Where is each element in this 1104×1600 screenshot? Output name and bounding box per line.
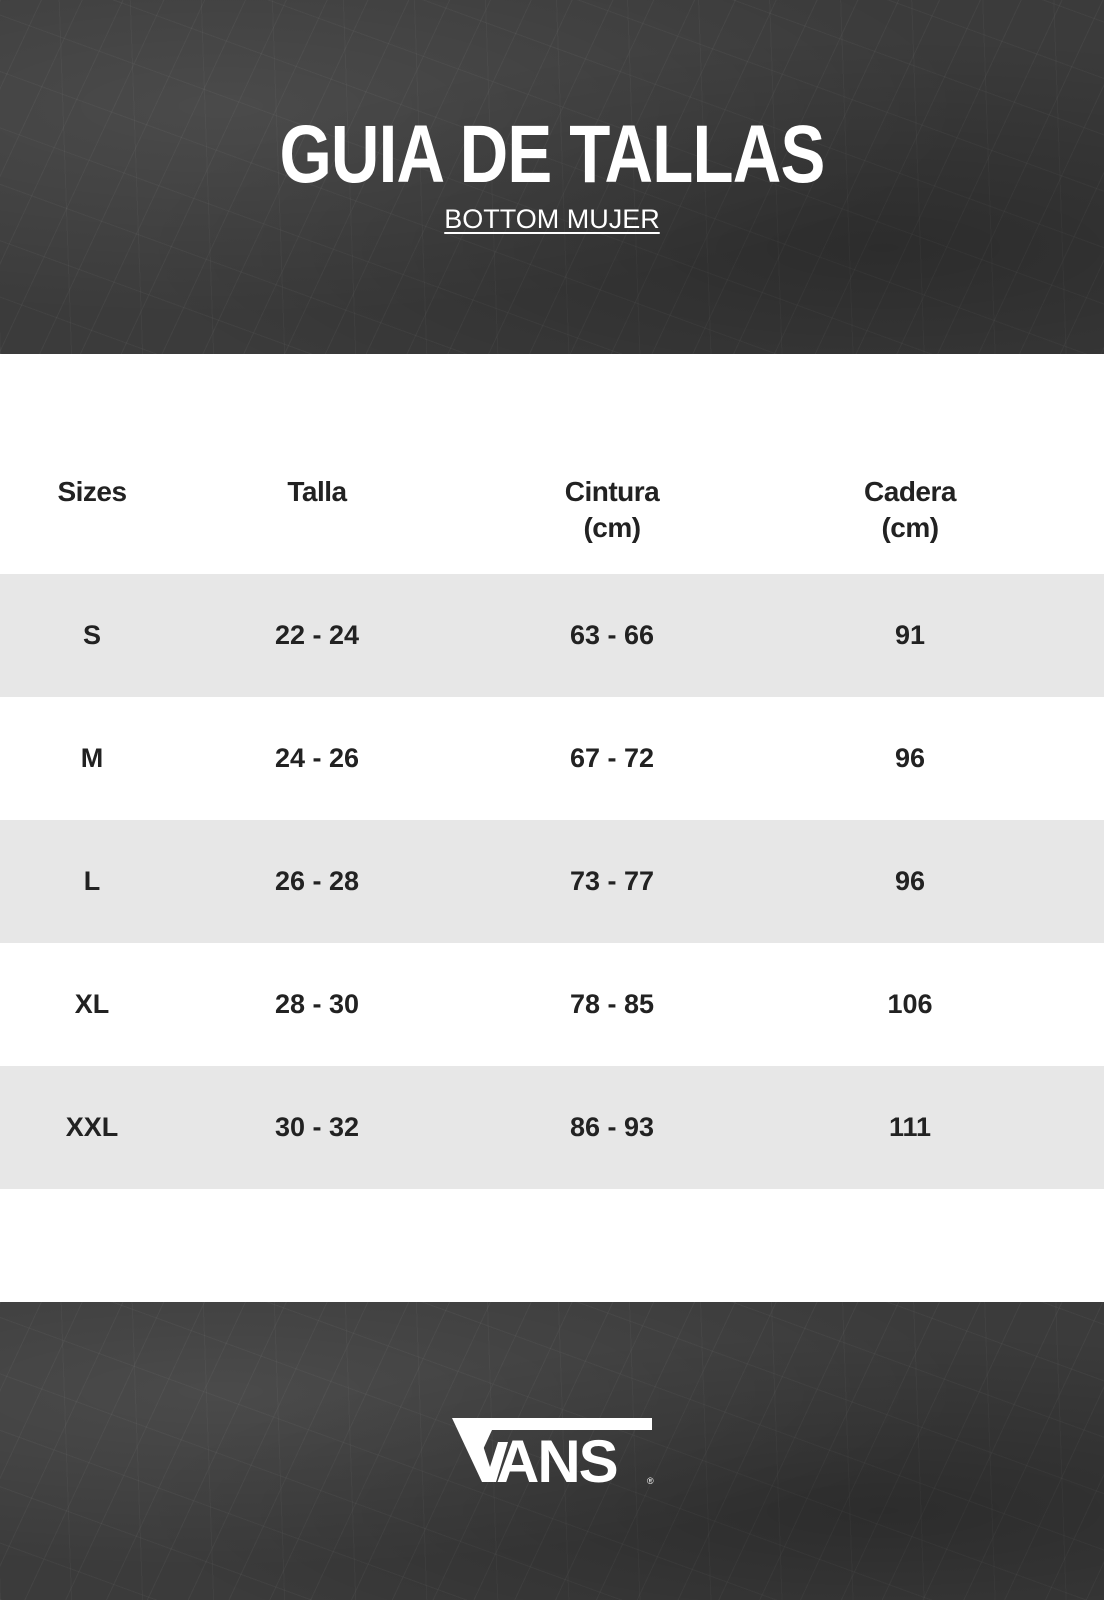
table-row: M 24 - 26 67 - 72 96 [0,697,1104,820]
svg-text:®: ® [647,1476,654,1486]
cell-size: XL [74,989,110,1019]
cell-cadera: 96 [894,866,926,896]
cell-cadera: 106 [887,989,933,1019]
cell-size: XXL [65,1112,119,1142]
cell-cintura: 63 - 66 [569,620,655,650]
footer-banner [0,1302,1104,1600]
cell-talla: 24 - 26 [274,743,360,773]
cell-cintura: 78 - 85 [569,989,655,1019]
cell-talla: 30 - 32 [274,1112,360,1142]
header-banner: GUIA DE TALLAS BOTTOM MUJER [0,0,1104,354]
table-row: S 22 - 24 63 - 66 91 [0,574,1104,697]
cell-cintura: 67 - 72 [569,743,655,773]
table-row: XXL 30 - 32 86 - 93 111 [0,1066,1104,1189]
page-title: GUIA DE TALLAS [279,109,825,200]
cell-talla: 22 - 24 [274,620,360,650]
cell-talla: 28 - 30 [274,989,360,1019]
svg-text:ANS: ANS [496,1428,617,1492]
cell-size: S [82,620,101,650]
column-header-cintura: Cintura (cm) [564,476,660,543]
cell-cintura: 86 - 93 [569,1112,655,1142]
page-subtitle: BOTTOM MUJER [444,204,660,234]
column-header-sizes: Sizes [57,476,127,507]
vans-logo: ANS ® [452,1418,654,1492]
column-header-talla: Talla [287,476,347,507]
cell-cadera: 91 [894,620,926,650]
cell-talla: 26 - 28 [274,866,360,896]
cell-size: M [80,743,104,773]
cell-cadera: 111 [888,1112,932,1142]
table-row: XL 28 - 30 78 - 85 106 [0,943,1104,1066]
cell-cintura: 73 - 77 [569,866,655,896]
table-row: L 26 - 28 73 - 77 96 [0,820,1104,943]
column-header-cadera: Cadera (cm) [864,476,956,543]
cell-cadera: 96 [894,743,926,773]
cell-size: L [83,866,101,896]
